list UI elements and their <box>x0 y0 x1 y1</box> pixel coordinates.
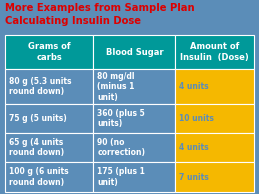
Bar <box>93 104 176 133</box>
Text: 80 g (5.3 units
round down): 80 g (5.3 units round down) <box>9 77 71 96</box>
Bar <box>176 35 254 69</box>
Bar <box>176 69 254 104</box>
Bar <box>5 133 93 162</box>
Text: Amount of
Insulin  (Dose): Amount of Insulin (Dose) <box>180 42 249 62</box>
Text: 360 (plus 5
units): 360 (plus 5 units) <box>97 109 145 128</box>
Bar <box>93 133 176 162</box>
Bar <box>176 133 254 162</box>
Text: More Examples from Sample Plan: More Examples from Sample Plan <box>5 3 195 13</box>
Bar <box>5 162 93 192</box>
Text: 4 units: 4 units <box>179 82 209 91</box>
Text: 4 units: 4 units <box>179 143 209 152</box>
Bar <box>5 104 93 133</box>
Text: 65 g (4 units
round down): 65 g (4 units round down) <box>9 138 64 157</box>
Text: 7 units: 7 units <box>179 173 209 182</box>
Bar <box>93 162 176 192</box>
Text: Calculating Insulin Dose: Calculating Insulin Dose <box>5 16 141 26</box>
Bar <box>176 104 254 133</box>
Text: Blood Sugar: Blood Sugar <box>106 48 163 57</box>
Text: 100 g (6 units
round down): 100 g (6 units round down) <box>9 167 69 187</box>
Bar <box>93 69 176 104</box>
Text: 10 units: 10 units <box>179 114 214 123</box>
Text: 90 (no
correction): 90 (no correction) <box>97 138 145 157</box>
Bar <box>5 35 93 69</box>
Text: 175 (plus 1
unit): 175 (plus 1 unit) <box>97 167 145 187</box>
Bar <box>93 35 176 69</box>
Text: 75 g (5 units): 75 g (5 units) <box>9 114 67 123</box>
Bar <box>176 162 254 192</box>
Text: 80 mg/dl
(minus 1
unit): 80 mg/dl (minus 1 unit) <box>97 72 135 102</box>
Text: Grams of
carbs: Grams of carbs <box>28 42 71 62</box>
Bar <box>5 69 93 104</box>
